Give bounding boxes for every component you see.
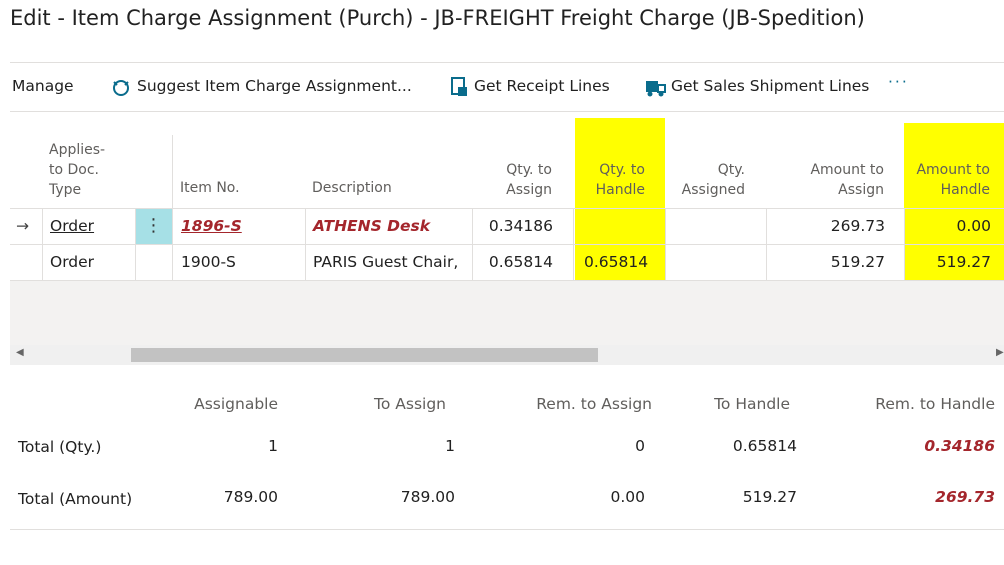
col-line — [573, 208, 574, 280]
cell[interactable]: 269.73 — [830, 217, 885, 235]
page-title: Edit - Item Charge Assignment (Purch) - … — [10, 6, 865, 30]
row-menu[interactable] — [135, 208, 172, 244]
cell[interactable]: 0.65814 — [584, 253, 649, 271]
totals-value: 789.00 — [400, 488, 455, 506]
icon — [451, 77, 467, 96]
cell[interactable]: 0.00 — [956, 217, 991, 235]
totals-header: Assignable — [194, 395, 278, 413]
cell[interactable]: 0.65814 — [488, 253, 553, 271]
totals-label: Total (Amount) — [18, 490, 133, 508]
column-header[interactable]: Applies-to Doc. Type — [49, 142, 106, 198]
col-line — [172, 135, 173, 280]
more-button[interactable]: ··· — [888, 73, 909, 91]
highlight — [575, 118, 665, 280]
toolbar-item[interactable]: Manage — [12, 77, 74, 95]
empty-area — [10, 281, 1004, 345]
col-line — [305, 208, 306, 280]
cell[interactable]: PARIS Guest Chair, — [313, 253, 459, 271]
column-header[interactable]: Qty. to Assign — [506, 162, 552, 198]
row-line — [10, 208, 1004, 209]
totals-value: 789.00 — [223, 488, 278, 506]
cell[interactable]: 1900-S — [181, 253, 236, 271]
divider — [10, 529, 1004, 530]
highlight — [904, 123, 1004, 280]
column-header[interactable]: Qty. Assigned — [681, 162, 745, 198]
col-line — [135, 208, 136, 280]
cell[interactable]: 519.27 — [830, 253, 885, 271]
column-header[interactable]: Qty. to Handle — [595, 162, 645, 198]
totals-header: Rem. to Assign — [536, 395, 652, 413]
scroll-left[interactable]: ◀ — [16, 347, 24, 358]
col-line — [766, 208, 767, 280]
totals-value: 0.65814 — [732, 437, 797, 455]
column-header[interactable]: Item No. — [180, 180, 240, 196]
icon — [113, 80, 129, 96]
scroll-thumb[interactable] — [131, 348, 598, 362]
toolbar-item[interactable]: Suggest Item Charge Assignment... — [137, 77, 412, 95]
cell[interactable]: 1896-S — [181, 217, 242, 235]
column-header[interactable]: Amount to Assign — [810, 162, 884, 198]
row-line — [10, 244, 1004, 245]
col-line — [42, 208, 43, 280]
totals-value: 0 — [635, 437, 645, 455]
totals-value: 1 — [445, 437, 455, 455]
scroll-right[interactable]: ▶ — [996, 347, 1004, 358]
toolbar-item[interactable]: Get Sales Shipment Lines — [671, 77, 870, 95]
row-menu-icon[interactable]: ⋮ — [144, 215, 163, 236]
row-indicator: → — [16, 217, 29, 235]
cell[interactable]: 519.27 — [936, 253, 991, 271]
cell[interactable]: ATHENS Desk — [313, 217, 431, 235]
col-line — [665, 208, 666, 280]
icon — [646, 81, 666, 97]
column-header[interactable]: Description — [312, 180, 392, 196]
toolbar-item[interactable]: Get Receipt Lines — [474, 77, 610, 95]
totals-value: 1 — [268, 437, 278, 455]
totals-value: 519.27 — [742, 488, 797, 506]
col-line — [904, 208, 905, 280]
row-line — [10, 280, 1004, 281]
divider — [10, 62, 1004, 63]
col-line — [472, 208, 473, 280]
totals-value: 0.00 — [610, 488, 645, 506]
cell[interactable]: Order — [50, 253, 95, 271]
cell[interactable]: 0.34186 — [488, 217, 553, 235]
totals-header: To Handle — [714, 395, 790, 413]
column-header[interactable]: Amount to Handle — [916, 162, 990, 198]
totals-header: Rem. to Handle — [875, 395, 995, 413]
totals-value: 0.34186 — [924, 437, 995, 455]
totals-header: To Assign — [374, 395, 446, 413]
totals-value: 269.73 — [935, 488, 995, 506]
divider — [10, 111, 1004, 112]
cell[interactable]: Order — [50, 217, 95, 235]
totals-label: Total (Qty.) — [18, 438, 102, 456]
